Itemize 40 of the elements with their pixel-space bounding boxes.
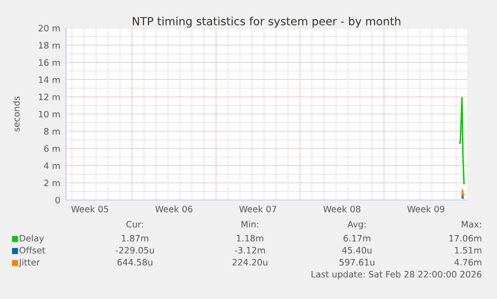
text: 597.61u xyxy=(340,258,374,266)
y-tick-label: 0 xyxy=(55,196,60,204)
text: 4.76m xyxy=(454,258,482,266)
text: Last update: Sat Feb 28 22:00:00 2026 xyxy=(312,270,482,280)
text: 644.58u xyxy=(118,258,152,266)
y-tick-label: 20 m xyxy=(38,24,60,32)
y-tick-label: 16 m xyxy=(38,59,60,66)
text: 17.06m xyxy=(449,234,482,242)
x-tick-label: Week 06 xyxy=(155,206,192,212)
text: Min: xyxy=(242,220,258,228)
legend-label: Jitter xyxy=(18,258,40,268)
y-tick-label: 12 m xyxy=(38,94,60,100)
legend-label: Delay xyxy=(20,234,44,244)
y-tick-label: 18 m xyxy=(38,42,60,49)
y-tick-label: 10 m xyxy=(38,110,60,118)
x-tick-label: Week 07 xyxy=(239,206,276,212)
text: -229.05u xyxy=(116,246,154,254)
x-tick-label: Week 08 xyxy=(323,206,360,212)
text: 1.87m xyxy=(122,234,148,242)
text: 6.17m xyxy=(344,234,370,242)
text: Max: xyxy=(462,221,481,228)
x-tick-label: Week 09 xyxy=(407,206,444,212)
line-series xyxy=(459,96,465,184)
y-tick-label: 4 m xyxy=(44,162,60,169)
y-axis-title: seconds xyxy=(12,96,20,132)
chart-title: NTP timing statistics for system peer - by month xyxy=(132,16,400,28)
x-tick-label: Week 05 xyxy=(71,206,108,212)
y-tick-label: 8 m xyxy=(44,128,60,135)
y-tick-label: 6 m xyxy=(44,145,60,152)
line-series xyxy=(461,188,465,198)
text: Avg: xyxy=(347,221,366,230)
text: 1.51m xyxy=(454,247,482,254)
text: -3.12m xyxy=(234,246,265,254)
legend-label: Offset xyxy=(19,246,46,254)
text: 45.40u xyxy=(342,246,372,254)
y-tick-label: 14 m xyxy=(38,76,60,83)
text: 1.18m xyxy=(236,234,264,242)
text: 224.20u xyxy=(232,258,268,266)
y-tick-label: 2 m xyxy=(44,180,60,186)
text: Cur: xyxy=(126,220,143,228)
